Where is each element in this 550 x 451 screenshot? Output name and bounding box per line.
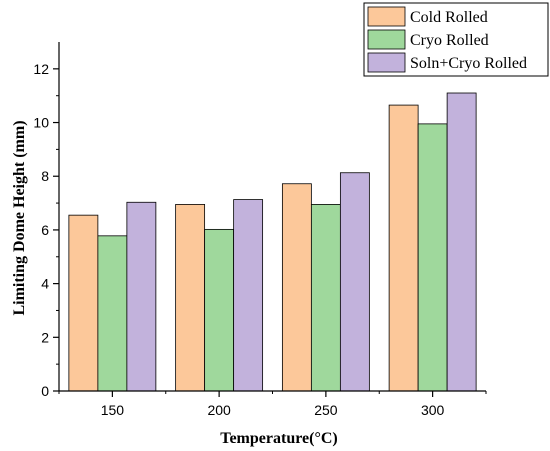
- x-tick-label: 250: [314, 402, 338, 418]
- legend-label-cryo-rolled: Cryo Rolled: [410, 32, 489, 49]
- y-tick-label: 4: [41, 276, 49, 292]
- legend-swatch-cold-rolled: [367, 6, 406, 27]
- legend-swatch-soln-cryo-rolled: [367, 52, 406, 73]
- bar-soln-cryo-rolled-300: [446, 92, 477, 392]
- x-tick-label: 200: [207, 402, 231, 418]
- bar-cold-rolled-250: [281, 183, 312, 392]
- x-tick-label: 300: [421, 402, 445, 418]
- bar-cryo-rolled-300: [417, 123, 448, 392]
- bar-cryo-rolled-150: [97, 235, 128, 392]
- bar-cryo-rolled-250: [310, 204, 341, 392]
- bar-soln-cryo-rolled-150: [126, 201, 157, 392]
- bar-soln-cryo-rolled-250: [339, 172, 370, 392]
- y-tick-label: 0: [41, 383, 49, 399]
- legend-label-cold-rolled: Cold Rolled: [410, 9, 488, 26]
- y-ticks-group: 0 2 4 6 8 10 12: [33, 61, 59, 399]
- y-tick-label: 12: [33, 61, 49, 77]
- bars-group: [68, 92, 477, 392]
- y-tick-label: 10: [33, 115, 49, 131]
- legend-swatch-cryo-rolled: [367, 29, 406, 50]
- bar-cold-rolled-150: [68, 214, 99, 392]
- bar-soln-cryo-rolled-200: [233, 199, 264, 392]
- x-tick-label: 150: [101, 402, 125, 418]
- bar-cold-rolled-300: [388, 104, 419, 392]
- x-ticks-group: 150 200 250 300: [58, 391, 487, 418]
- y-tick-label: 6: [41, 222, 49, 238]
- x-axis-title: Temperature(°C): [220, 430, 337, 447]
- legend: Cold Rolled Cryo Rolled Soln+Cryo Rolled: [363, 2, 549, 77]
- y-axis-title: Limiting Dome Height (mm): [11, 120, 28, 315]
- y-tick-label: 2: [41, 329, 49, 345]
- bar-cold-rolled-200: [175, 204, 206, 392]
- legend-label-soln-cryo-rolled: Soln+Cryo Rolled: [410, 55, 527, 72]
- y-tick-label: 8: [41, 168, 49, 184]
- bar-cryo-rolled-200: [204, 228, 235, 392]
